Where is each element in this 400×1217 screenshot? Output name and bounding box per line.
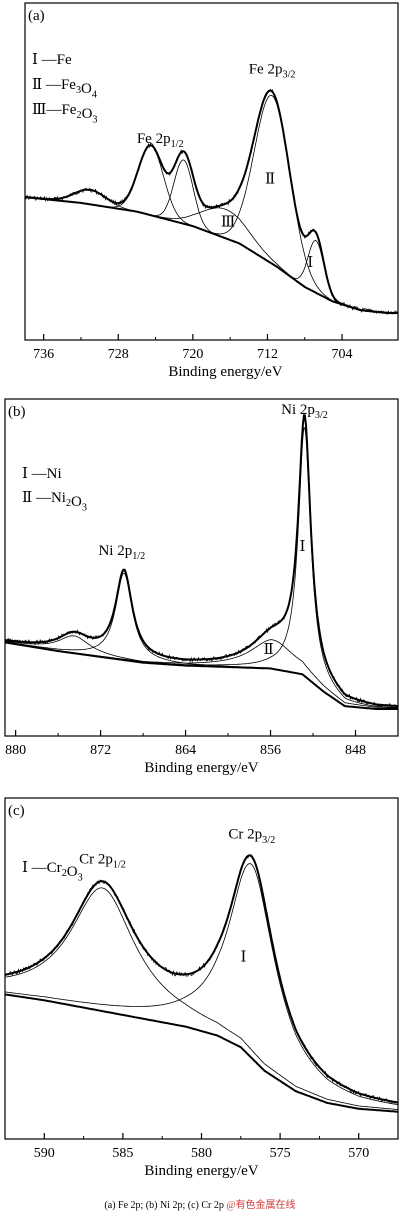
panel-c: 590 585 580 575 570 Binding energy/eV (c) Ⅰ —Cr… bbox=[0, 795, 400, 1195]
raw-spectrum bbox=[24, 88, 399, 316]
legend-entry: Ⅰ —Ni bbox=[22, 466, 62, 482]
plot-frame bbox=[4, 398, 399, 737]
peak-annotation: Ⅰ bbox=[241, 949, 247, 965]
x-axis-label: Binding energy/eV bbox=[144, 1163, 258, 1179]
component-curve bbox=[4, 887, 399, 1110]
peak-annotation: Ⅲ bbox=[221, 215, 235, 231]
x-tick-label: 720 bbox=[182, 347, 203, 362]
x-tick-label: 570 bbox=[348, 1146, 369, 1161]
figure-caption: (a) Fe 2p; (b) Ni 2p; (c) Cr 2p @有色金属在线 bbox=[0, 1196, 400, 1211]
peak-annotation: Ⅰ bbox=[307, 255, 313, 271]
legend-entry: Ⅰ —Fe bbox=[32, 52, 72, 68]
x-tick-label: 575 bbox=[270, 1146, 291, 1161]
x-tick-label: 590 bbox=[34, 1146, 55, 1161]
panel-a: 736 728 720 712 704 Binding energy/eV (a) Ⅰ —Fe… bbox=[0, 0, 400, 395]
x-tick-label: 872 bbox=[90, 743, 111, 758]
chart-a: 736 728 720 712 704 Binding energy/eV (a) Ⅰ —Fe… bbox=[24, 2, 399, 380]
x-tick-label: 728 bbox=[108, 347, 129, 362]
x-tick-label: 585 bbox=[112, 1146, 133, 1161]
raw-spectrum bbox=[4, 413, 399, 708]
background-curve bbox=[24, 196, 398, 314]
peak-annotation: Cr 2p1/2 bbox=[79, 851, 126, 870]
legend-entry: Ⅲ—Fe2O3 bbox=[32, 102, 98, 125]
caption-text: (a) Fe 2p; (b) Ni 2p; (c) Cr 2p bbox=[104, 1200, 224, 1211]
component-curve bbox=[24, 196, 398, 314]
x-tick-label: 704 bbox=[332, 347, 353, 362]
chart-b: 880 872 864 856 848 Binding energy/eV (b) Ⅰ —Ni… bbox=[4, 398, 399, 776]
panel-label: (c) bbox=[8, 803, 25, 819]
peak-annotation: Ni 2p1/2 bbox=[98, 543, 145, 562]
x-tick-label: 736 bbox=[33, 347, 54, 362]
component-curve bbox=[4, 863, 399, 1106]
component-curve bbox=[24, 145, 398, 314]
component-curve bbox=[24, 95, 398, 314]
panel-label: (a) bbox=[28, 8, 45, 24]
legend-entry: Ⅰ —Cr2O3 bbox=[22, 860, 83, 883]
legend-entry: Ⅱ —Ni2O3 bbox=[22, 490, 87, 513]
background-curve bbox=[4, 993, 399, 1113]
component-curve bbox=[4, 639, 398, 709]
peak-annotation: Ⅱ bbox=[263, 642, 273, 658]
peak-annotation: Fe 2p3/2 bbox=[249, 61, 296, 80]
component-curve bbox=[4, 572, 398, 710]
peak-annotation: Ni 2p3/2 bbox=[281, 402, 328, 421]
x-tick-label: 848 bbox=[345, 743, 366, 758]
x-tick-label: 864 bbox=[175, 743, 196, 758]
background-curve bbox=[4, 641, 398, 710]
peak-annotation: Ⅱ bbox=[265, 172, 275, 188]
raw-spectrum bbox=[4, 854, 399, 1105]
peak-annotation: Fe 2p1/2 bbox=[137, 131, 184, 150]
legend-entry: Ⅱ —Fe3O4 bbox=[32, 77, 97, 100]
x-axis-label: Binding energy/eV bbox=[168, 364, 282, 380]
x-axis-label: Binding energy/eV bbox=[144, 760, 258, 776]
panel-b: 880 872 864 856 848 Binding energy/eV (b) Ⅰ —Ni… bbox=[0, 396, 400, 791]
peak-annotation: Cr 2p3/2 bbox=[228, 827, 275, 846]
fit-envelope bbox=[4, 854, 399, 1104]
x-tick-label: 580 bbox=[191, 1146, 212, 1161]
plot-frame bbox=[24, 2, 399, 341]
fit-envelope bbox=[24, 89, 398, 314]
peak-annotation: Ⅰ bbox=[300, 539, 306, 555]
panel-label: (b) bbox=[8, 404, 26, 420]
chart-c: 590 585 580 575 570 Binding energy/eV (c) Ⅰ —Cr… bbox=[4, 797, 399, 1179]
x-tick-label: 856 bbox=[260, 743, 281, 758]
x-tick-label: 880 bbox=[5, 743, 26, 758]
component-curve bbox=[24, 159, 398, 314]
x-tick-label: 712 bbox=[257, 347, 278, 362]
watermark-text: @有色金属在线 bbox=[226, 1200, 296, 1211]
component-curve bbox=[24, 196, 398, 314]
